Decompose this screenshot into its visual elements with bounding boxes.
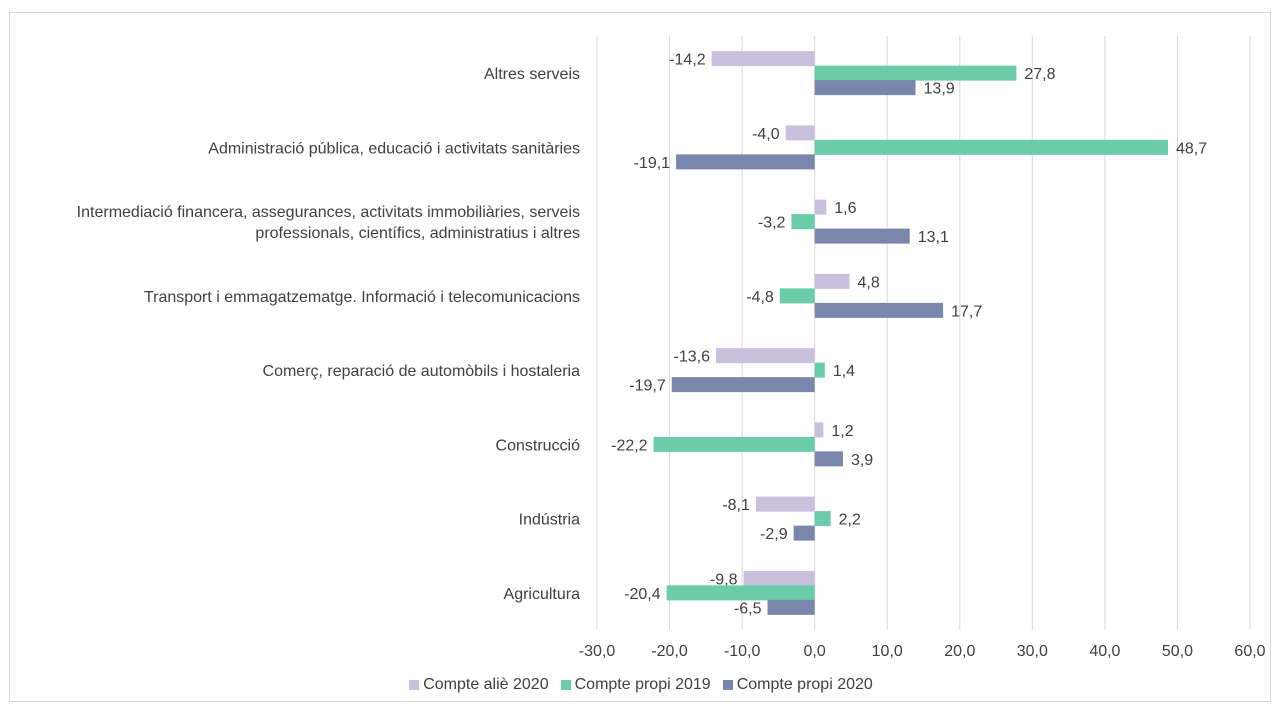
bar-compte-alie-2020-transport-i-emmagatzematge-informacio-i- xyxy=(814,273,850,289)
x-tick-label-2: -10,0 xyxy=(724,643,761,660)
bar-compte-propi-2019-intermediacio-financera-assegurances-act xyxy=(791,214,815,230)
legend-item-compte-propi-2019: Compte propi 2019 xyxy=(560,676,711,694)
category-label-transport-i-emmagatzematge-informacio-i-: Transport i emmagatzematge. Informació i… xyxy=(144,289,580,306)
category-label-agricultura: Agricultura xyxy=(504,586,581,603)
bar-compte-propi-2019-construccio xyxy=(653,436,815,452)
data-label-compte-alie-2020-intermediacio-financera-assegurances-act: 1,6 xyxy=(834,200,856,217)
x-tick-label-5: 20,0 xyxy=(944,643,975,660)
x-tick-label-9: 60,0 xyxy=(1234,643,1265,660)
category-label-industria: Indústria xyxy=(519,512,580,529)
x-tick-label-1: -20,0 xyxy=(651,643,688,660)
category-label-comerc-reparacio-de-automobils-i-hostale: Comerç, reparació de automòbils i hostal… xyxy=(263,363,581,380)
bar-compte-propi-2019-agricultura xyxy=(666,585,815,601)
legend-label-compte-alie-2020: Compte aliè 2020 xyxy=(423,676,549,693)
data-label-compte-propi-2019-altres-serveis: 27,8 xyxy=(1024,66,1055,83)
bar-compte-alie-2020-agricultura xyxy=(743,570,815,586)
legend-label-compte-propi-2020: Compte propi 2020 xyxy=(736,676,873,693)
bar-compte-propi-2019-altres-serveis xyxy=(814,65,1017,81)
data-label-compte-alie-2020-agricultura: -9,8 xyxy=(710,571,738,588)
data-label-compte-propi-2020-agricultura: -6,5 xyxy=(734,600,762,617)
data-label-compte-propi-2019-intermediacio-financera-assegurances-act: -3,2 xyxy=(758,215,786,232)
data-label-compte-propi-2020-construccio: 3,9 xyxy=(851,452,873,469)
x-tick-label-8: 50,0 xyxy=(1162,643,1193,660)
legend-swatch-compte-propi-2019 xyxy=(560,680,571,690)
x-tick-label-3: 0,0 xyxy=(804,643,826,660)
data-label-compte-propi-2020-comerc-reparacio-de-automobils-i-hostale: -19,7 xyxy=(629,378,666,395)
data-label-compte-alie-2020-construccio: 1,2 xyxy=(831,423,853,440)
bar-compte-propi-2020-administracio-publica-educacio-i-activit xyxy=(676,154,815,170)
bar-compte-propi-2020-construccio xyxy=(814,451,843,467)
data-label-compte-propi-2020-intermediacio-financera-assegurances-act: 13,1 xyxy=(918,229,949,246)
data-label-compte-alie-2020-industria: -8,1 xyxy=(722,497,750,514)
category-label-intermediacio-financera-assegurances-act-line-0: Intermediació financera, assegurances, a… xyxy=(77,204,580,221)
bar-compte-propi-2020-agricultura xyxy=(767,599,815,615)
category-label-altres-serveis: Altres serveis xyxy=(484,66,580,83)
bar-compte-propi-2019-administracio-publica-educacio-i-activit xyxy=(814,139,1169,155)
bar-compte-propi-2019-industria xyxy=(814,511,831,527)
data-label-compte-propi-2019-construccio: -22,2 xyxy=(611,437,648,454)
legend: Compte aliè 2020 Compte propi 2019 Compt… xyxy=(0,676,1282,694)
x-tick-label-0: -30,0 xyxy=(579,643,616,660)
legend-swatch-compte-alie-2020 xyxy=(409,680,420,690)
legend-swatch-compte-propi-2020 xyxy=(722,680,733,690)
bar-compte-alie-2020-altres-serveis xyxy=(711,51,815,67)
data-label-compte-propi-2020-industria: -2,9 xyxy=(760,526,788,543)
chart-frame xyxy=(9,12,1271,702)
bar-compte-propi-2020-industria xyxy=(793,525,815,541)
data-label-compte-alie-2020-comerc-reparacio-de-automobils-i-hostale: -13,6 xyxy=(674,349,711,366)
x-tick-label-6: 30,0 xyxy=(1017,643,1048,660)
data-label-compte-propi-2019-comerc-reparacio-de-automobils-i-hostale: 1,4 xyxy=(833,363,855,380)
bar-compte-alie-2020-administracio-publica-educacio-i-activit xyxy=(785,125,815,141)
bar-compte-alie-2020-intermediacio-financera-assegurances-act xyxy=(814,199,827,215)
category-label-administracio-publica-educacio-i-activit: Administració pública, educació i activi… xyxy=(208,140,580,157)
data-label-compte-alie-2020-administracio-publica-educacio-i-activit: -4,0 xyxy=(752,126,780,143)
data-label-compte-propi-2020-altres-serveis: 13,9 xyxy=(924,81,955,98)
data-label-compte-propi-2019-industria: 2,2 xyxy=(839,512,861,529)
bar-compte-propi-2020-comerc-reparacio-de-automobils-i-hostale xyxy=(671,377,815,393)
data-label-compte-alie-2020-transport-i-emmagatzematge-informacio-i-: 4,8 xyxy=(857,274,879,291)
bar-compte-propi-2020-altres-serveis xyxy=(814,80,916,96)
bar-compte-alie-2020-industria xyxy=(755,496,815,512)
bar-compte-propi-2019-comerc-reparacio-de-automobils-i-hostale xyxy=(814,362,825,378)
data-label-compte-alie-2020-altres-serveis: -14,2 xyxy=(669,52,706,69)
bar-compte-propi-2020-intermediacio-financera-assegurances-act xyxy=(814,228,910,244)
legend-item-compte-alie-2020: Compte aliè 2020 xyxy=(409,676,549,694)
x-tick-label-4: 10,0 xyxy=(872,643,903,660)
bar-compte-alie-2020-comerc-reparacio-de-automobils-i-hostale xyxy=(715,348,815,364)
data-label-compte-propi-2020-transport-i-emmagatzematge-informacio-i-: 17,7 xyxy=(951,303,982,320)
data-label-compte-propi-2019-administracio-publica-educacio-i-activit: 48,7 xyxy=(1176,140,1207,157)
category-label-intermediacio-financera-assegurances-act-line-1: professionals, científics, administratiu… xyxy=(255,225,580,242)
bar-compte-propi-2019-transport-i-emmagatzematge-informacio-i- xyxy=(779,288,815,304)
data-label-compte-propi-2020-administracio-publica-educacio-i-activit: -19,1 xyxy=(634,155,671,172)
legend-label-compte-propi-2019: Compte propi 2019 xyxy=(574,676,711,693)
bar-compte-propi-2020-transport-i-emmagatzematge-informacio-i- xyxy=(814,302,944,318)
legend-item-compte-propi-2020: Compte propi 2020 xyxy=(722,676,873,694)
category-label-construccio: Construcció xyxy=(496,437,581,454)
x-tick-label-7: 40,0 xyxy=(1089,643,1120,660)
bar-compte-alie-2020-construccio xyxy=(814,422,824,438)
data-label-compte-propi-2019-transport-i-emmagatzematge-informacio-i-: -4,8 xyxy=(746,289,774,306)
data-label-compte-propi-2019-agricultura: -20,4 xyxy=(624,586,661,603)
